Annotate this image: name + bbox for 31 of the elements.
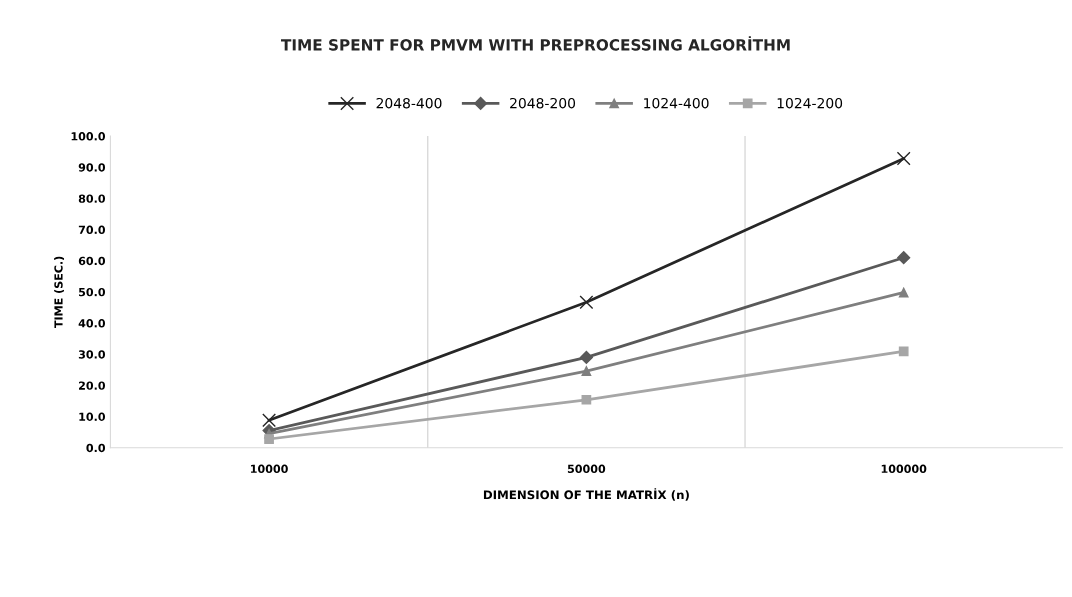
y-tick-label: 100.0 — [71, 132, 106, 141]
chart-title: TIME SPENT FOR PMVM WITH PREPROCESSING ALGORİTHM — [281, 36, 790, 51]
y-tick-label: 30.0 — [78, 350, 106, 359]
point — [579, 295, 594, 310]
legend-label: 1024-200 — [777, 97, 843, 109]
y-tick-label: 70.0 — [78, 225, 106, 234]
legend-label: 2048-400 — [376, 97, 442, 109]
point — [898, 346, 909, 357]
point — [581, 366, 592, 376]
point — [264, 434, 274, 444]
y-tick-label: 80.0 — [78, 194, 106, 203]
y-tick-label: 20.0 — [79, 381, 106, 390]
y-axis-title: TIME (SEC.) — [54, 256, 65, 329]
y-tick-label: 50.0 — [79, 287, 106, 297]
x-tick-label: 100000 — [881, 464, 927, 474]
point — [896, 151, 911, 166]
point — [897, 251, 911, 265]
point — [579, 350, 593, 364]
y-tick-label: 0.0 — [86, 443, 106, 453]
y-tick-label: 60.0 — [78, 256, 106, 266]
y-tick-label: 40.0 — [78, 319, 106, 328]
point — [262, 413, 277, 428]
x-tick-label: 10000 — [251, 464, 288, 474]
y-tick-label: 90.0 — [78, 163, 106, 172]
y-tick-label: 10.0 — [79, 412, 106, 421]
point — [581, 394, 592, 405]
point — [898, 287, 909, 298]
legend-label: 2048-200 — [510, 97, 576, 109]
x-axis-title: DIMENSION OF THE MATRİX (n) — [483, 488, 689, 501]
x-tick-label: 50000 — [567, 464, 606, 474]
legend-label: 1024-400 — [644, 97, 709, 109]
